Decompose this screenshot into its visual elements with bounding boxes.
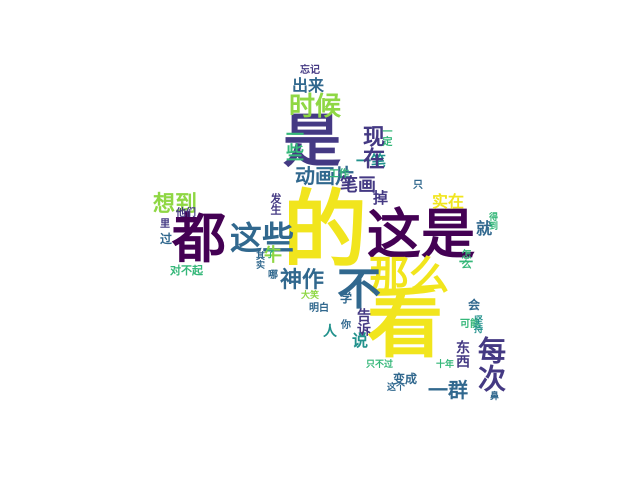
word-de: 的 xyxy=(283,181,368,279)
word-le: 了 xyxy=(266,250,276,260)
word-chulai: 出来 xyxy=(292,76,325,95)
word-jianchi: 坚持 xyxy=(472,315,482,333)
word-gongzuo: 工作 xyxy=(329,169,349,180)
word-kan: 看 xyxy=(367,279,443,368)
word-yi: 一 xyxy=(459,255,473,271)
word-hui: 会 xyxy=(468,298,481,312)
word-shihou: 时候 xyxy=(289,92,342,122)
word-gaosu: 告诉 xyxy=(355,308,371,336)
word-ren: 人 xyxy=(323,324,337,340)
word-yibi: 一笔 xyxy=(356,152,387,170)
word-zheshi: 这是 xyxy=(367,203,475,266)
word-jiu: 就 xyxy=(476,219,493,238)
word-dongxi: 东西 xyxy=(454,340,470,368)
word-xiangdao: 想到 xyxy=(153,192,198,217)
word-keneng: 可能 xyxy=(460,319,480,330)
word-bi: 鼻 xyxy=(490,392,500,402)
word-bu: 不 xyxy=(337,264,381,315)
word-daxiao: 大笑 xyxy=(301,291,320,301)
word-fasheng: 发生 xyxy=(269,193,282,215)
word-ni: 你 xyxy=(341,320,351,331)
word-xianzai: 现在 xyxy=(359,125,384,169)
word-diao: 掉 xyxy=(373,189,389,207)
word-shenzuo: 神作 xyxy=(280,268,325,293)
word-shi: 是 xyxy=(283,107,342,175)
word-yiqun: 一群 xyxy=(428,378,468,402)
word-yixie: 一些 xyxy=(283,125,304,161)
word-dedao: 得到 xyxy=(487,212,497,230)
word-meici: 每次 xyxy=(474,336,507,392)
word-niu: 牛 xyxy=(264,245,282,266)
word-li: 里 xyxy=(160,219,170,230)
word-yiding: 一定 xyxy=(380,126,391,146)
word-xue: 学 xyxy=(340,291,353,305)
word-wangji: 忘记 xyxy=(300,65,320,76)
word-na: 哪 xyxy=(268,270,278,281)
word-zenme: 怎么 xyxy=(459,249,470,269)
word-zhi: 只 xyxy=(413,180,423,191)
word-duibuqi: 对不起 xyxy=(170,264,203,277)
word-guo: 过 xyxy=(160,232,173,246)
word-tamen: 他们 xyxy=(176,208,196,219)
word-zhege: 这个 xyxy=(387,383,406,393)
word-donghuapian: 动画片 xyxy=(295,164,355,188)
word-biancheng: 变成 xyxy=(393,372,418,386)
word-mingbai: 明白 xyxy=(309,303,329,314)
word-shuo: 说 xyxy=(352,331,369,350)
word-bihua: 笔画 xyxy=(340,175,376,196)
word-zhexie: 这些 xyxy=(230,219,295,257)
word-name: 那么 xyxy=(369,253,449,299)
word-shizai: 实在 xyxy=(432,192,465,211)
word-qishi: 其实 xyxy=(254,251,264,269)
word-zhibuguo: 只不过 xyxy=(366,360,394,370)
word-shinian: 十年 xyxy=(436,360,455,370)
word-dou: 都 xyxy=(172,207,226,270)
